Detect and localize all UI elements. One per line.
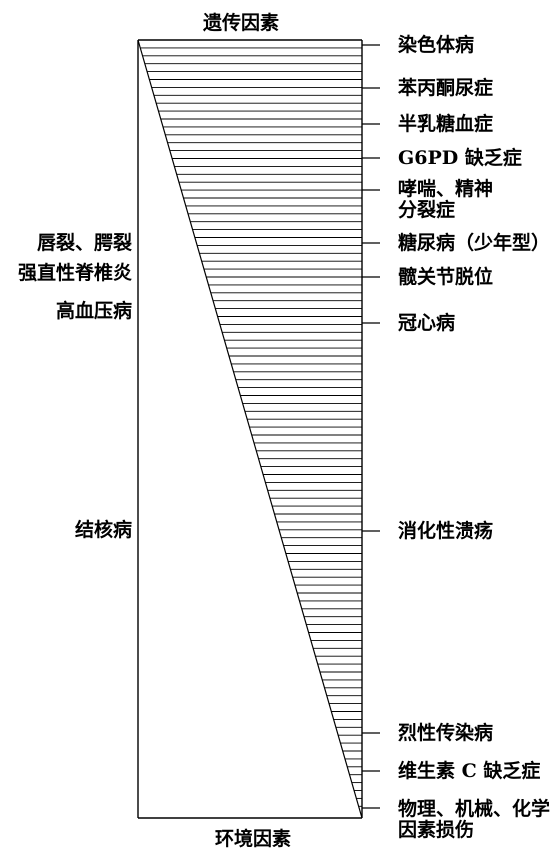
right-label-coronary-heart-disease: 冠心病 [398,312,456,334]
right-label-g6pd-deficiency: G6PD 缺乏症 [398,147,522,169]
left-label-cleft-lip-palate: 唇裂、腭裂 [36,232,132,254]
bottom-label-environment: 环境因素 [215,828,292,850]
right-label-galactosemia: 半乳糖血症 [398,113,494,135]
right-label-vitamin-c-deficiency: 维生素 C 缺乏症 [398,760,541,782]
left-label-ankylosing-spondylitis: 强直性脊椎炎 [17,262,132,284]
right-label-chromosome-disease: 染色体病 [398,34,475,56]
right-label-phenylketonuria: 苯丙酮尿症 [398,77,494,99]
diagonal-divider [137,39,363,819]
right-label-peptic-ulcer: 消化性溃疡 [398,520,494,542]
left-label-tuberculosis: 结核病 [74,519,132,541]
right-label-infectious-disease: 烈性传染病 [398,722,494,744]
right-label-physical-injury: 物理、机械、化学因素损伤 [398,798,551,841]
right-label-hip-dislocation: 髋关节脱位 [398,266,494,288]
right-label-diabetes-juvenile: 糖尿病（少年型） [398,232,551,254]
right-label-asthma-schizophrenia: 哮喘、精神分裂症 [398,178,494,221]
top-label-genetic: 遗传因素 [203,12,280,34]
left-label-hypertension: 高血压病 [55,300,132,322]
